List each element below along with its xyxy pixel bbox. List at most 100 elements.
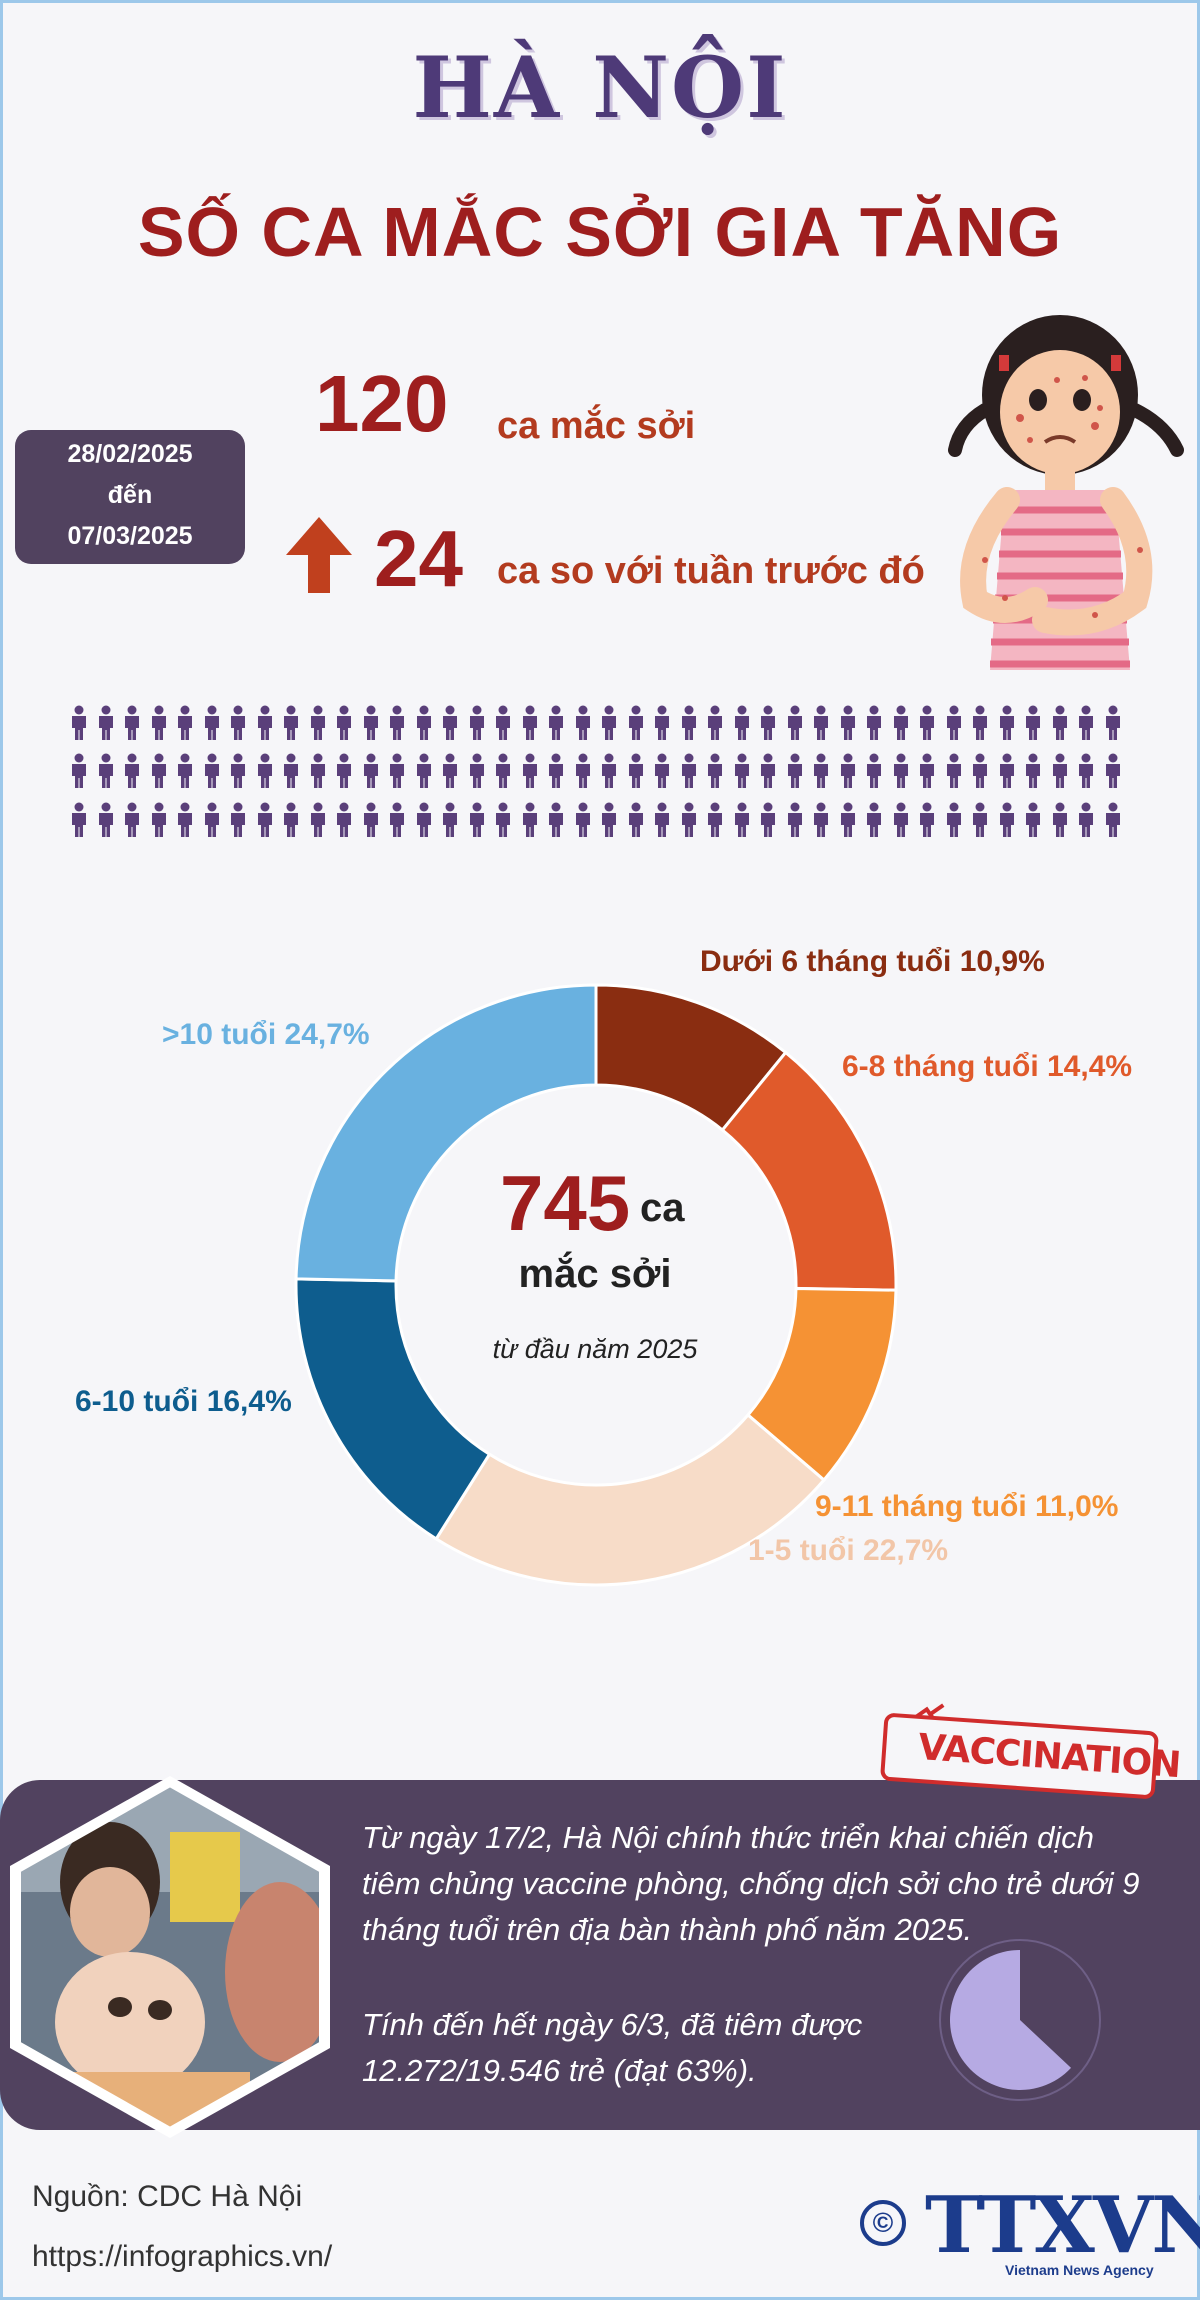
ttxvn-logo: TTXVN <box>925 2180 1200 2271</box>
person-icon <box>681 802 696 837</box>
person-icon <box>469 753 484 788</box>
vaccination-progress-fill <box>950 1950 1072 2090</box>
person-icon <box>231 705 245 740</box>
vaccination-paragraph-1: Từ ngày 17/2, Hà Nội chính thức triển kh… <box>362 1820 1140 1947</box>
person-icon <box>575 705 590 740</box>
person-icon <box>1079 753 1093 788</box>
person-icon <box>204 753 219 788</box>
person-icon <box>522 705 537 740</box>
person-icon <box>787 802 802 837</box>
person-icon <box>1026 802 1040 837</box>
person-icon <box>867 802 881 837</box>
person-icon <box>708 705 722 740</box>
person-icon <box>681 705 696 740</box>
age-distribution-donut-chart <box>294 983 898 1587</box>
person-icon <box>681 753 696 788</box>
weekly-cases-label: ca mắc sởi <box>497 405 696 447</box>
person-icon <box>72 753 86 788</box>
person-icon <box>284 705 298 740</box>
donut-segment <box>434 1412 827 1587</box>
person-icon <box>761 802 775 837</box>
label-under-6-months: Dưới 6 tháng tuổi 10,9% <box>700 945 1045 978</box>
person-icon <box>204 705 219 740</box>
person-icon <box>310 705 325 740</box>
person-icon <box>151 705 166 740</box>
person-icon <box>628 753 643 788</box>
weekly-increase-number: 24 <box>374 514 463 603</box>
person-icon <box>522 753 537 788</box>
person-icon <box>1052 753 1067 788</box>
copyright-icon: © <box>860 2200 906 2246</box>
person-icon <box>363 753 378 788</box>
person-icon <box>1026 753 1040 788</box>
person-icon <box>708 802 722 837</box>
person-icon <box>549 802 563 837</box>
person-icon <box>973 753 987 788</box>
person-icon <box>151 753 166 788</box>
person-icon <box>734 753 749 788</box>
person-icon <box>443 705 457 740</box>
arrow-up-icon <box>286 517 352 593</box>
ttxvn-logo-subtitle: Vietnam News Agency <box>1005 2262 1154 2278</box>
person-icon <box>787 753 802 788</box>
person-icon <box>125 802 139 837</box>
person-icon <box>708 753 722 788</box>
person-icon <box>416 753 431 788</box>
person-icon <box>946 705 961 740</box>
person-icon <box>363 705 378 740</box>
person-icon <box>840 753 855 788</box>
person-icon <box>469 802 484 837</box>
person-icon <box>416 705 431 740</box>
weekly-cases-number: 120 <box>315 359 449 448</box>
total-cases-number: 745 <box>500 1159 631 1247</box>
person-icon <box>1052 705 1067 740</box>
person-icon <box>840 705 855 740</box>
person-icon <box>973 705 987 740</box>
person-icon <box>337 705 351 740</box>
person-icon <box>257 705 272 740</box>
person-icon <box>416 802 431 837</box>
person-icon <box>257 802 272 837</box>
person-icon <box>761 753 775 788</box>
person-icon <box>178 802 192 837</box>
person-icon <box>257 753 272 788</box>
person-icon <box>999 802 1014 837</box>
label-6-8-months: 6-8 tháng tuổi 14,4% <box>842 1050 1133 1083</box>
person-icon <box>496 705 510 740</box>
vaccination-progress-ring <box>939 1939 1101 2101</box>
person-icon <box>390 705 404 740</box>
person-icon <box>734 802 749 837</box>
person-icon <box>920 802 934 837</box>
person-icon <box>946 802 961 837</box>
person-icon <box>628 802 643 837</box>
person-icon <box>337 802 351 837</box>
label-1-5-years: 1-5 tuổi 22,7% <box>748 1534 949 1567</box>
person-icon <box>1105 705 1120 740</box>
person-icon <box>1079 802 1093 837</box>
person-icon <box>920 753 934 788</box>
page-subtitle: SỐ CA MẮC SỞI GIA TĂNG <box>137 193 1063 271</box>
person-icon <box>231 802 245 837</box>
person-icon <box>390 802 404 837</box>
person-icon <box>310 753 325 788</box>
source-text: Nguồn: CDC Hà Nội <box>32 2180 303 2213</box>
person-icon <box>496 753 510 788</box>
person-icon <box>602 705 616 740</box>
person-icon <box>178 705 192 740</box>
person-icon <box>1079 705 1093 740</box>
person-icon <box>522 802 537 837</box>
person-icon <box>151 802 166 837</box>
person-icon <box>443 753 457 788</box>
person-icon <box>549 705 563 740</box>
person-icon <box>337 753 351 788</box>
person-icon <box>602 802 616 837</box>
person-icon <box>1052 802 1067 837</box>
person-icon <box>734 705 749 740</box>
person-icon <box>284 802 298 837</box>
vaccination-paragraph-2: Tính đến hết ngày 6/3, đã tiêm được 12.2… <box>362 2007 863 2088</box>
person-icon <box>390 753 404 788</box>
person-icon <box>867 753 881 788</box>
source-url[interactable]: https://infographics.vn/ <box>32 2240 333 2273</box>
person-icon <box>549 753 563 788</box>
person-icon <box>761 705 775 740</box>
